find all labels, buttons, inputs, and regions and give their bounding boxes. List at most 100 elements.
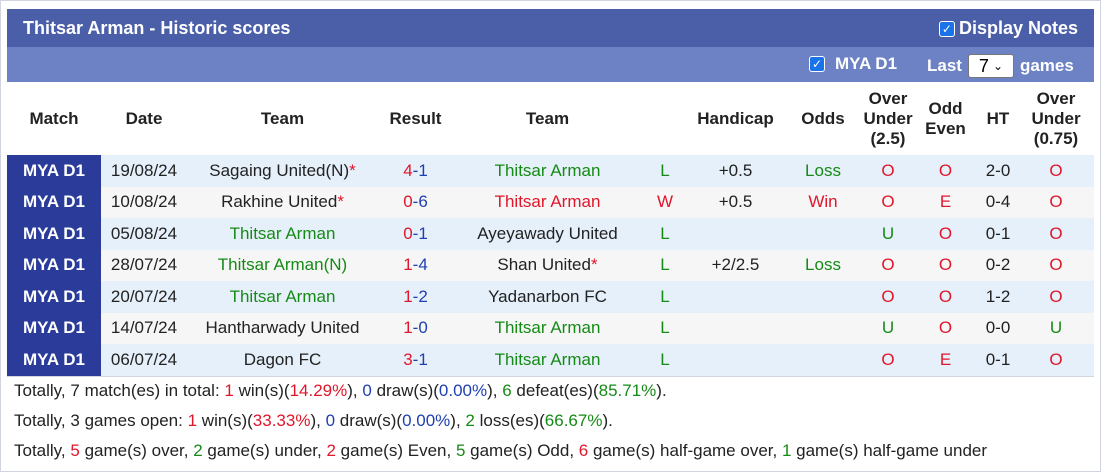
summary-segment: 5	[70, 441, 80, 460]
score-separator: -	[412, 255, 419, 275]
score-away: 6	[418, 192, 428, 212]
odd-even-cell: O	[913, 312, 978, 344]
league-cell[interactable]: MYA D1	[7, 218, 101, 250]
away-team-cell[interactable]: Thitsar Arman	[453, 344, 642, 376]
table-row[interactable]: MYA D1 05/08/24 Thitsar Arman 0-1 Ayeyawady …	[7, 218, 1094, 250]
away-team-name[interactable]: Thitsar Arman	[494, 349, 601, 369]
display-notes-label: Display Notes	[958, 18, 1078, 38]
odds-cell	[783, 218, 863, 250]
away-team-name[interactable]: Thitsar Arman	[494, 160, 601, 180]
display-notes-toggle[interactable]: ✓ Display Notes	[938, 18, 1078, 39]
league-filter[interactable]: ✓ MYA D1	[809, 54, 897, 74]
result-cell[interactable]: 0-6	[378, 186, 453, 218]
home-team-name[interactable]: Thitsar Arman(N)	[217, 255, 348, 275]
home-team-cell[interactable]: Rakhine United*	[187, 186, 378, 218]
away-team-cell[interactable]: Thitsar Arman	[453, 155, 642, 187]
half-over-under-cell: O	[1018, 249, 1094, 281]
result-cell[interactable]: 3-1	[378, 344, 453, 376]
home-team-cell[interactable]: Hantharwady United	[187, 312, 378, 344]
home-team-name[interactable]: Hantharwady United	[205, 318, 360, 338]
home-team-cell[interactable]: Thitsar Arman(N)	[187, 249, 378, 281]
result-cell[interactable]: 1-2	[378, 281, 453, 313]
handicap-cell	[688, 281, 783, 313]
summary-segment: win(s)(	[197, 411, 253, 430]
col-handicap-header: Handicap	[688, 83, 783, 155]
league-cell[interactable]: MYA D1	[7, 312, 101, 344]
summary-segment: game(s) under,	[202, 441, 327, 460]
score-separator: -	[412, 223, 419, 243]
league-checkbox[interactable]: ✓	[809, 56, 825, 72]
summary-line: Totally, 5 game(s) over, 2 game(s) under…	[14, 441, 987, 461]
table-row[interactable]: MYA D1 10/08/24 Rakhine United* 0-6 Thitsar …	[7, 186, 1094, 218]
games-count-select[interactable]: 7 ⌄	[967, 54, 1014, 78]
away-team-name[interactable]: Thitsar Arman	[494, 192, 601, 212]
score-home: 1	[403, 286, 413, 306]
summary-segment: 5	[455, 441, 466, 460]
home-team-cell[interactable]: Thitsar Arman	[187, 281, 378, 313]
away-team-name[interactable]: Yadanarbon FC	[488, 286, 607, 306]
odds-cell: Loss	[783, 249, 863, 281]
summary-segment: match(es) in total:	[79, 381, 225, 400]
league-cell[interactable]: MYA D1	[7, 155, 101, 187]
result-cell[interactable]: 0-1	[378, 218, 453, 250]
league-cell[interactable]: MYA D1	[7, 249, 101, 281]
ht-cell: 0-1	[978, 218, 1018, 250]
table-row[interactable]: MYA D1 14/07/24 Hantharwady United 1-0 Thits…	[7, 312, 1094, 344]
score-separator: -	[412, 192, 419, 212]
summary-segment: ),	[487, 381, 503, 400]
summary-segment: 0.00%	[402, 411, 451, 430]
ht-cell: 2-0	[978, 155, 1018, 187]
summary-segment: ).	[602, 411, 613, 430]
title-bar: Thitsar Arman - Historic scores ✓ Displa…	[7, 9, 1094, 47]
home-team-cell[interactable]: Dagon FC	[187, 344, 378, 376]
odd-even-cell: O	[913, 281, 978, 313]
summary-segment: 2	[326, 441, 336, 460]
chevron-down-icon: ⌄	[992, 59, 1003, 73]
home-team-name[interactable]: Thitsar Arman	[229, 223, 336, 243]
table-row[interactable]: MYA D1 06/07/24 Dagon FC 3-1 Thitsar Arman L O…	[7, 344, 1094, 376]
col-match-header: Match	[7, 83, 101, 155]
over-under-cell: U	[863, 312, 913, 344]
ht-cell: 0-2	[978, 249, 1018, 281]
away-team-cell[interactable]: Shan United*	[453, 249, 642, 281]
games-count-filter: Last 7 ⌄ games	[927, 54, 1074, 78]
result-cell[interactable]: 4-1	[378, 155, 453, 187]
ht-cell: 0-0	[978, 312, 1018, 344]
table-row[interactable]: MYA D1 19/08/24 Sagaing United(N)* 4-1 Thits…	[7, 155, 1094, 187]
score-home: 1	[403, 255, 413, 275]
table-header-row: Match Date Team Result Team Handicap Odds Over …	[7, 83, 1094, 155]
odd-even-cell: O	[913, 249, 978, 281]
away-team-name[interactable]: Shan United	[497, 255, 591, 275]
table-row[interactable]: MYA D1 20/07/24 Thitsar Arman 1-2 Yadanarbon…	[7, 281, 1094, 313]
home-team-cell[interactable]: Sagaing United(N)*	[187, 155, 378, 187]
away-team-name[interactable]: Thitsar Arman	[494, 318, 601, 338]
home-team-name[interactable]: Thitsar Arman	[229, 286, 336, 306]
summary-segment: game(s) Even,	[335, 441, 456, 460]
summary-segment: 1	[187, 411, 198, 430]
over-under-cell: U	[863, 218, 913, 250]
league-cell[interactable]: MYA D1	[7, 281, 101, 313]
away-team-name[interactable]: Ayeyawady United	[477, 223, 618, 243]
display-notes-checkbox[interactable]: ✓	[938, 20, 955, 37]
last-label: Last	[927, 56, 962, 75]
home-team-name[interactable]: Rakhine United	[221, 192, 338, 212]
away-team-cell[interactable]: Thitsar Arman	[453, 312, 642, 344]
result-cell[interactable]: 1-0	[378, 312, 453, 344]
summary-segment: 85.71%	[598, 381, 657, 400]
col-result-header: Result	[378, 83, 453, 155]
league-cell[interactable]: MYA D1	[7, 344, 101, 376]
away-team-cell[interactable]: Ayeyawady United	[453, 218, 642, 250]
summary-line: Totally, 7 match(es) in total: 1 win(s)(…	[14, 381, 667, 401]
table-row[interactable]: MYA D1 28/07/24 Thitsar Arman(N) 1-4 Shan Un…	[7, 249, 1094, 281]
odd-even-cell: E	[913, 186, 978, 218]
away-team-cell[interactable]: Thitsar Arman	[453, 186, 642, 218]
win-loss-cell: L	[642, 281, 688, 313]
summary-segment: 14.29%	[289, 381, 348, 400]
home-team-cell[interactable]: Thitsar Arman	[187, 218, 378, 250]
away-team-cell[interactable]: Yadanarbon FC	[453, 281, 642, 313]
home-team-name[interactable]: Sagaing United(N)	[209, 160, 350, 180]
home-team-name[interactable]: Dagon FC	[243, 349, 322, 369]
result-cell[interactable]: 1-4	[378, 249, 453, 281]
league-cell[interactable]: MYA D1	[7, 186, 101, 218]
